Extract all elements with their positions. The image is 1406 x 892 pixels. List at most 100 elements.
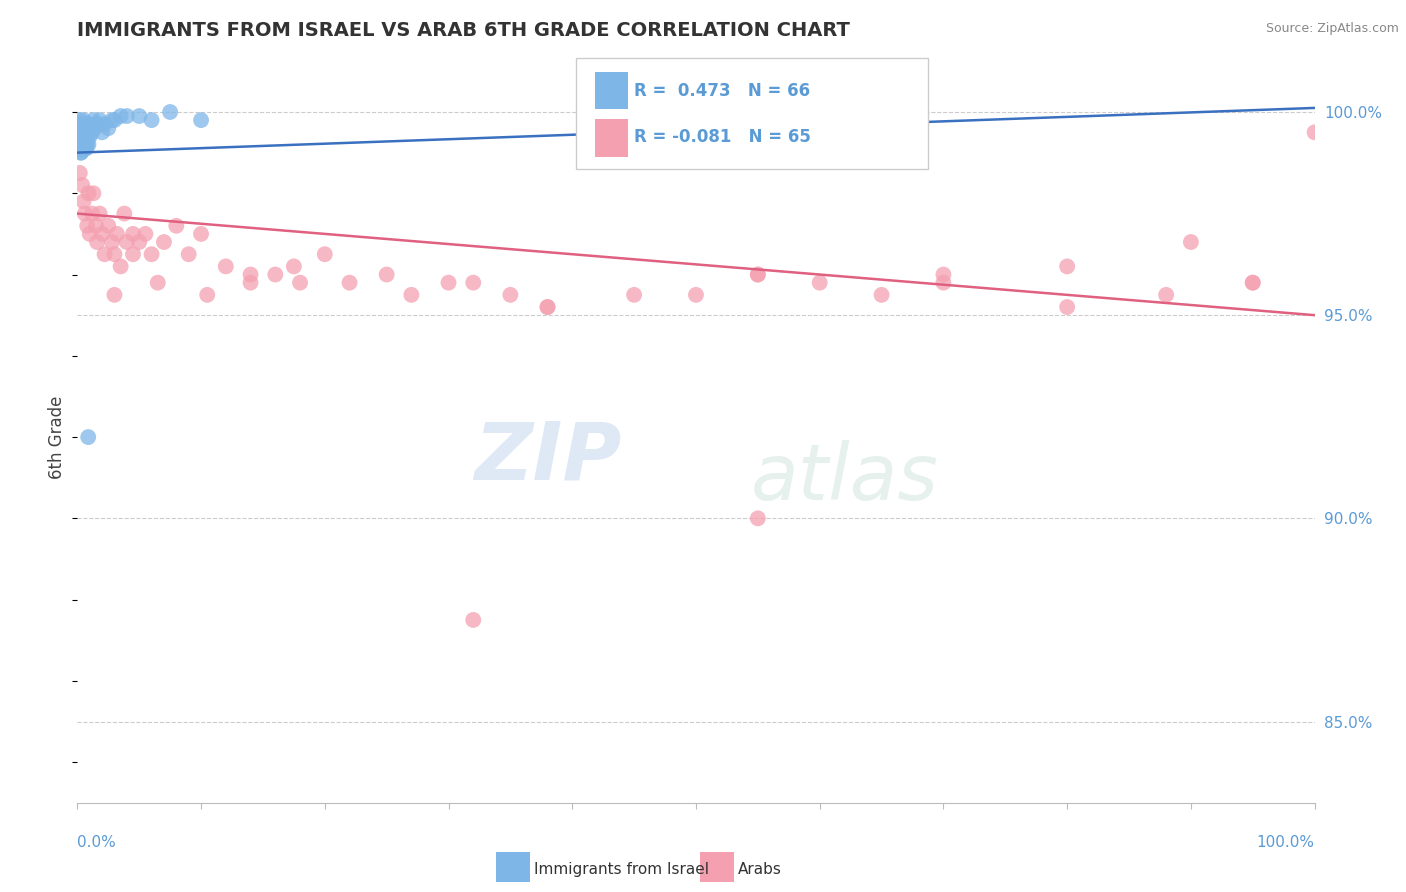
Point — [89, 206, 111, 220]
Point — [165, 219, 187, 233]
Text: R =  0.473   N = 66: R = 0.473 N = 66 — [634, 82, 810, 100]
Point — [82, 186, 104, 201]
Point — [623, 288, 645, 302]
Point — [110, 109, 132, 123]
Point — [215, 260, 238, 274]
Point — [72, 121, 94, 136]
Point — [93, 117, 115, 131]
Text: ZIP: ZIP — [474, 418, 621, 496]
Point — [141, 247, 163, 261]
Point — [122, 227, 145, 241]
Point — [79, 227, 101, 241]
Point — [264, 268, 287, 282]
Point — [72, 125, 94, 139]
Point — [69, 166, 91, 180]
Point — [808, 276, 831, 290]
Text: 0.0%: 0.0% — [77, 835, 117, 850]
Point — [76, 129, 98, 144]
Point — [70, 137, 93, 152]
Point — [103, 288, 125, 302]
Point — [122, 247, 145, 261]
Point — [101, 113, 124, 128]
Point — [1056, 260, 1078, 274]
Point — [146, 276, 169, 290]
Point — [72, 121, 94, 136]
Point — [80, 121, 103, 136]
Point — [70, 125, 93, 139]
Point — [86, 117, 108, 131]
Point — [70, 142, 93, 156]
Point — [69, 142, 91, 156]
Point — [1180, 235, 1202, 249]
Point — [73, 142, 96, 156]
Point — [128, 109, 150, 123]
Point — [115, 235, 138, 249]
Point — [69, 113, 91, 128]
Point — [73, 129, 96, 144]
Point — [159, 105, 181, 120]
Point — [932, 268, 955, 282]
Text: Source: ZipAtlas.com: Source: ZipAtlas.com — [1265, 22, 1399, 36]
Point — [67, 137, 90, 152]
Point — [239, 268, 262, 282]
Point — [72, 133, 94, 147]
Point — [103, 113, 125, 128]
Point — [75, 125, 97, 139]
Point — [73, 117, 96, 131]
Point — [463, 613, 485, 627]
Point — [314, 247, 336, 261]
Text: Arabs: Arabs — [738, 863, 782, 877]
Point — [463, 276, 485, 290]
Point — [239, 276, 262, 290]
Point — [91, 227, 114, 241]
Point — [103, 247, 125, 261]
Point — [72, 133, 94, 147]
Point — [70, 125, 93, 139]
Point — [77, 430, 100, 444]
Point — [1241, 276, 1264, 290]
Point — [82, 125, 104, 139]
Point — [177, 247, 200, 261]
Point — [76, 121, 98, 136]
Point — [79, 117, 101, 131]
Point — [73, 117, 96, 131]
Text: IMMIGRANTS FROM ISRAEL VS ARAB 6TH GRADE CORRELATION CHART: IMMIGRANTS FROM ISRAEL VS ARAB 6TH GRADE… — [77, 21, 851, 40]
Point — [870, 288, 893, 302]
Point — [1056, 300, 1078, 314]
Point — [73, 137, 96, 152]
Point — [77, 137, 100, 152]
Point — [685, 288, 707, 302]
Point — [141, 113, 163, 128]
Point — [128, 235, 150, 249]
Point — [75, 121, 97, 136]
Point — [75, 133, 97, 147]
Point — [82, 206, 104, 220]
Point — [747, 268, 769, 282]
Point — [67, 121, 90, 136]
Point — [79, 129, 101, 144]
Y-axis label: 6th Grade: 6th Grade — [48, 395, 66, 479]
Text: R = -0.081   N = 65: R = -0.081 N = 65 — [634, 128, 811, 146]
Point — [86, 235, 108, 249]
Point — [93, 247, 115, 261]
Point — [72, 133, 94, 147]
Point — [83, 121, 105, 136]
Point — [536, 300, 558, 314]
Point — [77, 125, 100, 139]
Point — [97, 121, 120, 136]
Point — [77, 186, 100, 201]
Point — [84, 117, 107, 131]
Point — [72, 178, 94, 193]
Point — [72, 137, 94, 152]
Point — [110, 260, 132, 274]
Point — [190, 113, 212, 128]
Point — [76, 219, 98, 233]
Text: 100.0%: 100.0% — [1257, 835, 1315, 850]
Point — [73, 129, 96, 144]
Point — [747, 511, 769, 525]
Point — [70, 145, 93, 160]
Point — [1303, 125, 1326, 139]
Point — [82, 113, 104, 128]
Point — [69, 129, 91, 144]
Point — [97, 219, 120, 233]
